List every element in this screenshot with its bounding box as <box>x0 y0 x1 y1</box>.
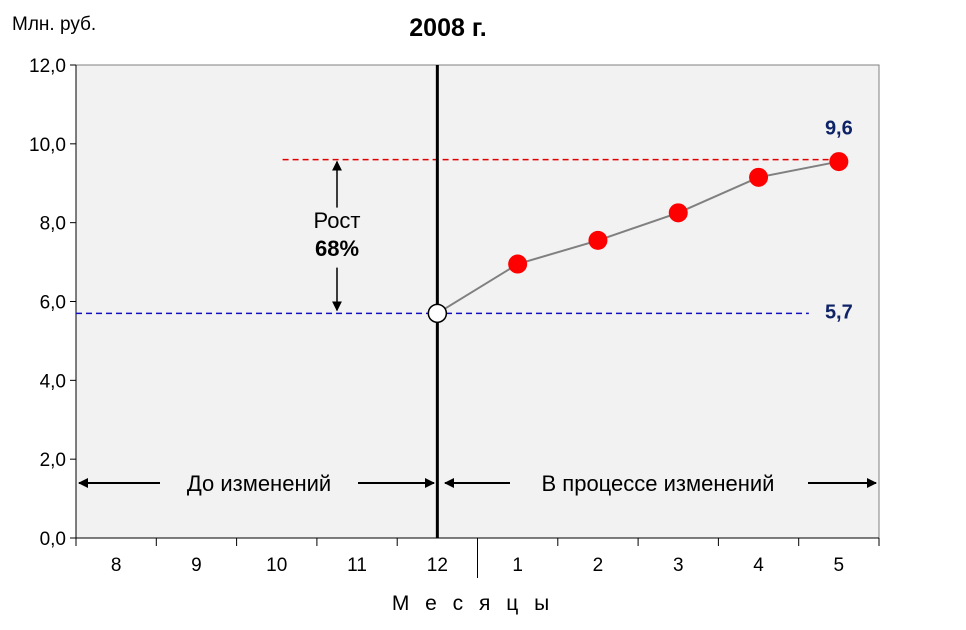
data-point <box>829 152 849 172</box>
y-tick-label: 6,0 <box>40 293 66 314</box>
growth-label: Рост <box>313 208 360 233</box>
x-tick-label: 8 <box>111 555 122 576</box>
y-tick-label: 8,0 <box>40 214 66 235</box>
y-tick-label: 4,0 <box>40 371 66 392</box>
data-point <box>668 203 688 223</box>
x-axis-label: М е с я ц ы <box>392 592 554 615</box>
growth-value: 68% <box>315 236 359 261</box>
data-point-start <box>427 303 448 324</box>
period-before-label: До изменений <box>187 471 331 496</box>
y-tick-label: 10,0 <box>29 135 66 156</box>
reference-value-label-start: 5,7 <box>825 301 853 323</box>
series <box>427 152 849 324</box>
y-ticks: 0,0 2,0 4,0 6,0 8,0 10,0 12,0 <box>29 56 76 550</box>
y-axis-unit-label: Млн. руб. <box>12 14 96 35</box>
data-point <box>749 167 769 187</box>
x-tick-label: 4 <box>753 555 764 576</box>
x-tick-label: 11 <box>347 555 367 576</box>
data-point <box>508 254 528 274</box>
plot-area <box>75 64 880 539</box>
reference-value-label-top: 9,6 <box>825 118 853 140</box>
series-line <box>436 160 840 315</box>
y-tick-label: 12,0 <box>29 56 66 77</box>
x-tick-label: 3 <box>673 555 684 576</box>
x-tick-label: 12 <box>427 555 448 576</box>
x-tick-label: 1 <box>512 555 523 576</box>
period-during-label: В процессе изменений <box>542 471 775 496</box>
data-point <box>588 230 608 250</box>
x-ticks: 8 9 10 11 12 1 2 3 4 5 <box>75 538 880 578</box>
chart-title: 2008 г. <box>409 14 486 42</box>
y-tick-label: 2,0 <box>40 450 66 471</box>
reference-lines <box>76 158 839 315</box>
x-tick-label: 10 <box>266 555 287 576</box>
x-tick-label: 2 <box>593 555 604 576</box>
x-tick-label: 5 <box>834 555 845 576</box>
y-tick-label: 0,0 <box>40 529 66 550</box>
x-tick-label: 9 <box>191 555 202 576</box>
